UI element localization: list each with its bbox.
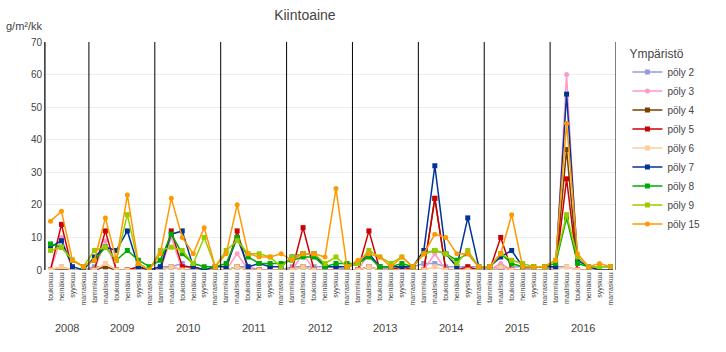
svg-text:heinäkuu: heinäkuu (387, 272, 394, 301)
svg-text:toukokuu: toukokuu (376, 272, 383, 301)
svg-text:syyskuu: syyskuu (464, 272, 472, 297)
svg-text:pöly 8: pöly 8 (667, 181, 694, 192)
svg-text:pöly 5: pöly 5 (667, 124, 694, 135)
svg-text:tammikuu: tammikuu (420, 272, 427, 302)
svg-text:2011: 2011 (242, 322, 266, 334)
svg-text:70: 70 (31, 37, 43, 48)
svg-text:0: 0 (36, 265, 42, 276)
svg-text:2015: 2015 (505, 322, 529, 334)
svg-text:toukokuu: toukokuu (310, 272, 317, 301)
svg-text:toukokuu: toukokuu (179, 272, 186, 301)
svg-text:heinäkuu: heinäkuu (124, 272, 131, 301)
svg-text:maaliskuu: maaliskuu (365, 272, 372, 304)
svg-text:syyskuu: syyskuu (398, 272, 406, 297)
svg-text:toukokuu: toukokuu (508, 272, 515, 301)
svg-text:toukokuu: toukokuu (47, 272, 54, 301)
svg-text:pöly 4: pöly 4 (667, 105, 694, 116)
svg-text:maaliskuu: maaliskuu (431, 272, 438, 304)
svg-text:marraskuu: marraskuu (343, 272, 350, 305)
svg-text:maaliskuu: maaliskuu (497, 272, 504, 304)
svg-text:syyskuu: syyskuu (266, 272, 274, 297)
svg-text:40: 40 (31, 134, 43, 145)
svg-text:maaliskuu: maaliskuu (299, 272, 306, 304)
svg-text:pöly 3: pöly 3 (667, 86, 694, 97)
svg-text:maaliskuu: maaliskuu (233, 272, 240, 304)
svg-text:pöly 9: pöly 9 (667, 200, 694, 211)
svg-text:marraskuu: marraskuu (607, 272, 614, 305)
svg-text:syyskuu: syyskuu (530, 272, 538, 297)
svg-text:tammikuu: tammikuu (157, 272, 164, 302)
svg-text:maaliskuu: maaliskuu (168, 272, 175, 304)
svg-text:2009: 2009 (110, 322, 134, 334)
svg-text:syyskuu: syyskuu (332, 272, 340, 297)
svg-text:marraskuu: marraskuu (541, 272, 548, 305)
svg-text:g/m²/kk: g/m²/kk (6, 20, 43, 32)
svg-text:pöly 2: pöly 2 (667, 67, 694, 78)
svg-text:maaliskuu: maaliskuu (102, 272, 109, 304)
svg-text:marraskuu: marraskuu (277, 272, 284, 305)
svg-text:heinäkuu: heinäkuu (321, 272, 328, 301)
svg-text:2014: 2014 (439, 322, 463, 334)
svg-text:2016: 2016 (571, 322, 595, 334)
svg-text:tammikuu: tammikuu (552, 272, 559, 302)
svg-text:pöly 7: pöly 7 (667, 162, 694, 173)
svg-text:heinäkuu: heinäkuu (519, 272, 526, 301)
svg-text:marraskuu: marraskuu (80, 272, 87, 305)
svg-text:toukokuu: toukokuu (574, 272, 581, 301)
svg-text:marraskuu: marraskuu (475, 272, 482, 305)
svg-text:tammikuu: tammikuu (288, 272, 295, 302)
svg-text:Kiintoaine: Kiintoaine (274, 7, 336, 23)
svg-text:heinäkuu: heinäkuu (255, 272, 262, 301)
svg-text:marraskuu: marraskuu (409, 272, 416, 305)
svg-text:2010: 2010 (176, 322, 200, 334)
svg-text:heinäkuu: heinäkuu (58, 272, 65, 301)
svg-text:toukokuu: toukokuu (442, 272, 449, 301)
svg-text:marraskuu: marraskuu (211, 272, 218, 305)
svg-text:heinäkuu: heinäkuu (585, 272, 592, 301)
svg-text:syyskuu: syyskuu (200, 272, 208, 297)
svg-text:Ympäristö: Ympäristö (629, 47, 683, 61)
svg-text:pöly 6: pöly 6 (667, 143, 694, 154)
svg-text:60: 60 (31, 69, 43, 80)
svg-text:marraskuu: marraskuu (146, 272, 153, 305)
svg-text:tammikuu: tammikuu (486, 272, 493, 302)
svg-text:syyskuu: syyskuu (135, 272, 143, 297)
svg-text:2012: 2012 (308, 322, 332, 334)
svg-text:2008: 2008 (55, 322, 79, 334)
svg-text:tammikuu: tammikuu (91, 272, 98, 302)
svg-text:heinäkuu: heinäkuu (190, 272, 197, 301)
svg-text:2013: 2013 (373, 322, 397, 334)
svg-text:tammikuu: tammikuu (222, 272, 229, 302)
svg-text:toukokuu: toukokuu (113, 272, 120, 301)
svg-text:syyskuu: syyskuu (69, 272, 77, 297)
svg-text:heinäkuu: heinäkuu (453, 272, 460, 301)
svg-text:toukokuu: toukokuu (244, 272, 251, 301)
svg-text:20: 20 (31, 199, 43, 210)
svg-text:syyskuu: syyskuu (596, 272, 604, 297)
svg-text:maaliskuu: maaliskuu (563, 272, 570, 304)
svg-text:30: 30 (31, 167, 43, 178)
svg-text:50: 50 (31, 102, 43, 113)
svg-text:10: 10 (31, 232, 43, 243)
svg-text:pöly 15: pöly 15 (667, 219, 700, 230)
svg-text:tammikuu: tammikuu (354, 272, 361, 302)
